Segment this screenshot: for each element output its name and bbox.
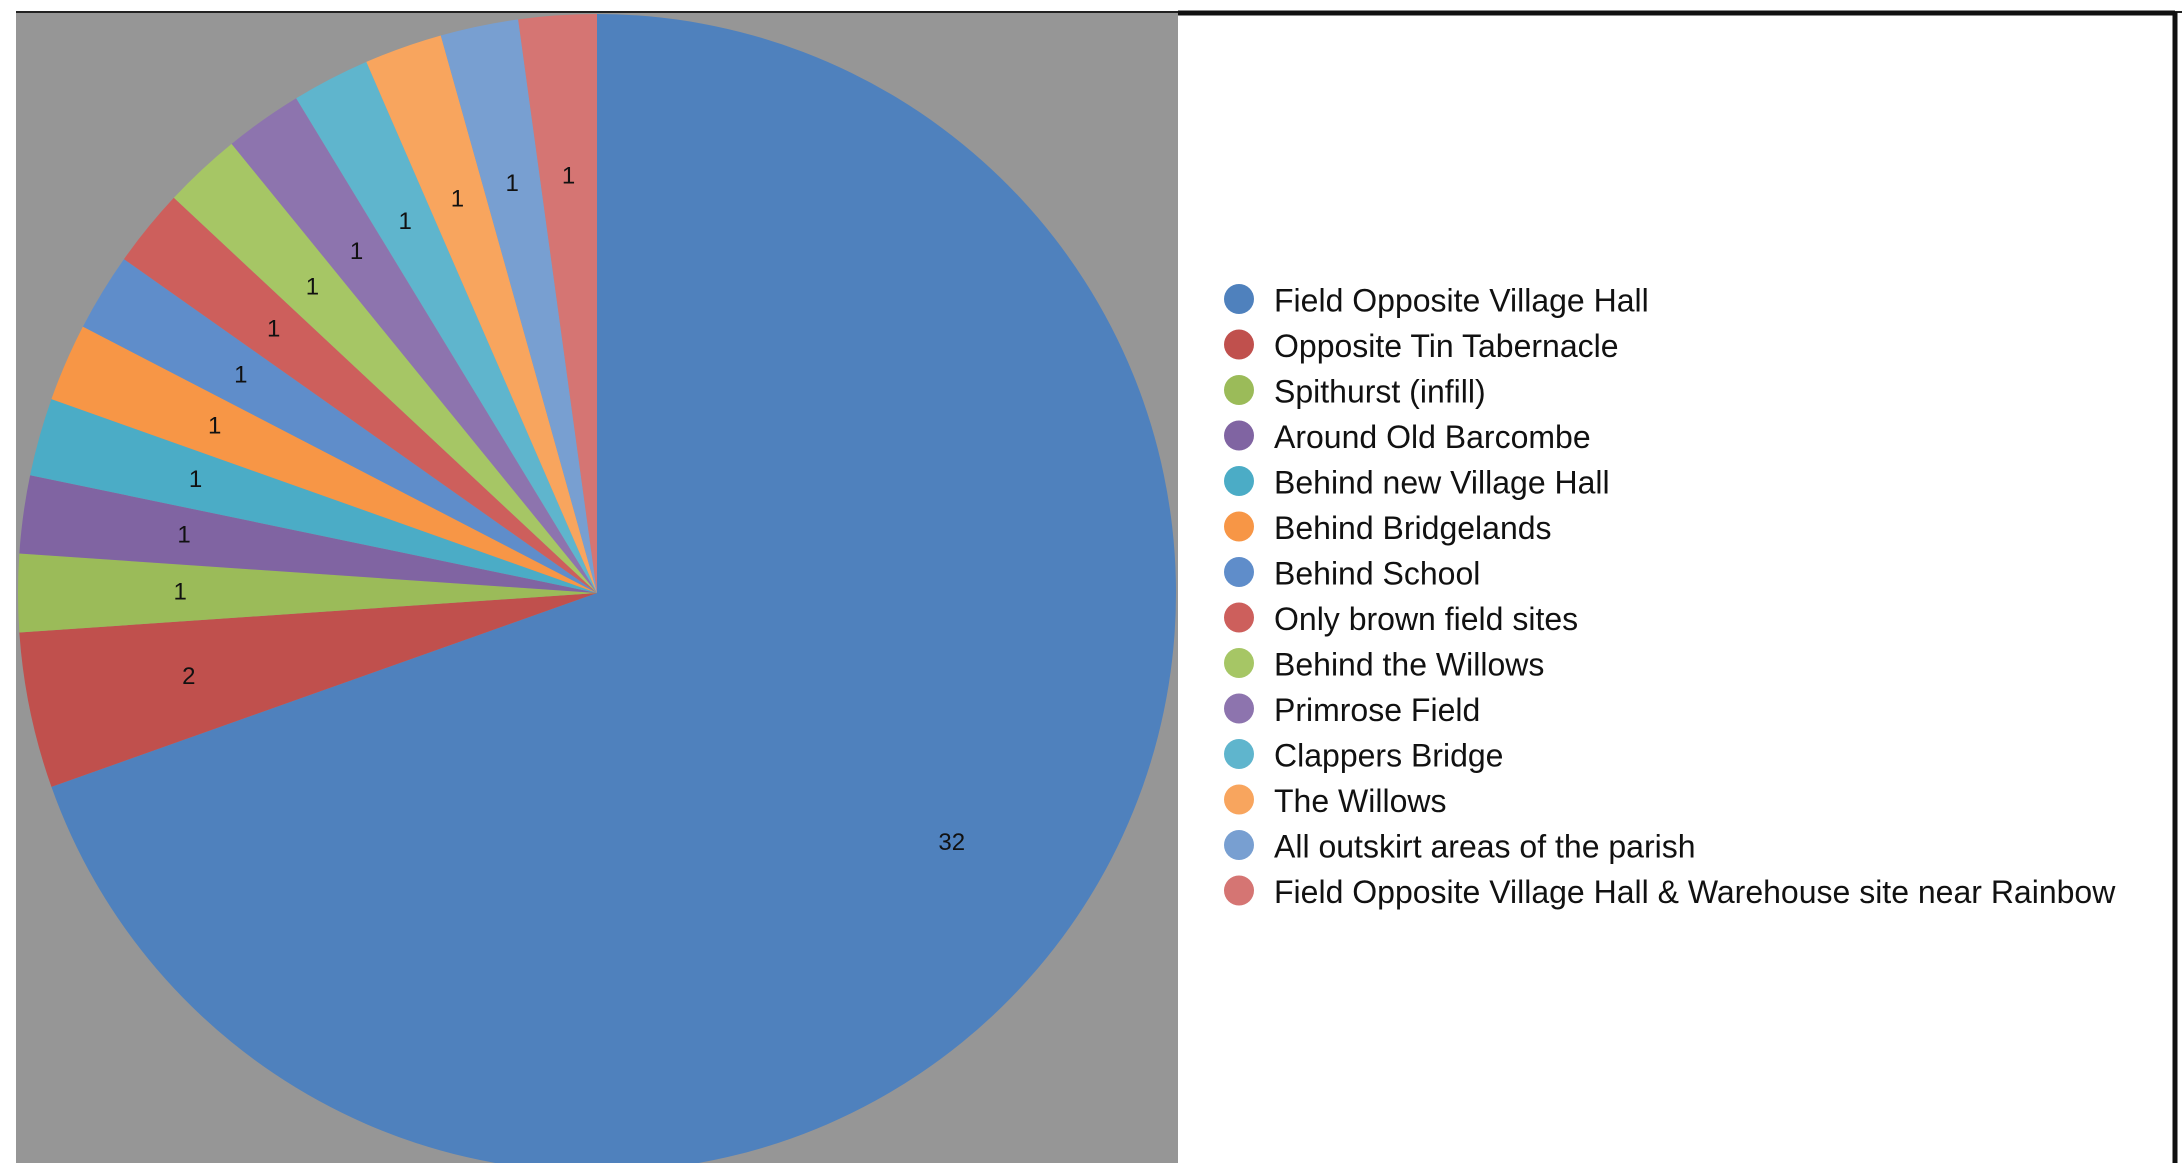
legend-entry-label: Clappers Bridge	[1274, 737, 1503, 773]
pie-slices	[18, 14, 1176, 1163]
legend-swatch	[1224, 557, 1254, 587]
pie-slice	[19, 593, 597, 787]
legend-entry-label: The Willows	[1274, 783, 1446, 819]
pie-slice	[231, 98, 597, 593]
pie-slice	[51, 14, 1176, 1163]
slice-value-label: 1	[208, 412, 221, 439]
legend-entry-label: Around Old Barcombe	[1274, 419, 1591, 455]
pie-slice	[366, 35, 597, 594]
pie-slice	[173, 143, 597, 593]
slice-value-label: 1	[173, 578, 186, 605]
legend-swatch	[1224, 375, 1254, 405]
slice-value-label: 1	[451, 186, 464, 213]
legend-entry-label: Spithurst (infill)	[1274, 373, 1486, 409]
slice-value-label: 1	[177, 522, 190, 549]
slice-value-label: 1	[189, 466, 202, 493]
pie-slice	[518, 14, 597, 593]
pie-slice	[18, 553, 597, 633]
slice-value-label: 1	[267, 315, 280, 342]
legend-swatch	[1224, 739, 1254, 769]
pie-slice	[51, 326, 598, 593]
legend-entry-label: Primrose Field	[1274, 692, 1480, 728]
pie-slice	[123, 197, 598, 593]
pie-slice	[19, 475, 597, 593]
slice-value-label: 1	[399, 208, 412, 235]
legend: Field Opposite Village Hall Opposite Tin …	[1224, 282, 2116, 910]
legend-entry-label: Opposite Tin Tabernacle	[1274, 328, 1619, 364]
legend-swatch	[1224, 875, 1254, 906]
slice-value-label: 1	[306, 274, 319, 301]
legend-swatch	[1224, 784, 1254, 815]
slice-value-label: 1	[350, 238, 363, 265]
legend-swatch	[1224, 420, 1254, 451]
legend-swatch	[1224, 466, 1254, 496]
legend-swatch	[1224, 693, 1254, 724]
legend-entry-label: Field Opposite Village Hall	[1274, 282, 1649, 318]
pie-slice	[30, 399, 598, 593]
legend-entry-label: Field Opposite Village Hall & Warehouse …	[1274, 874, 2116, 910]
legend-swatch	[1224, 511, 1254, 542]
legend-entry-label: Behind the Willows	[1274, 646, 1544, 682]
legend-entry-label: Behind Bridgelands	[1274, 510, 1552, 546]
legend-entry-label: Behind School	[1274, 555, 1480, 591]
legend-swatch	[1224, 648, 1254, 678]
slice-value-label: 1	[562, 162, 575, 189]
pie-slice	[82, 259, 598, 593]
legend-swatch	[1224, 329, 1254, 360]
slice-value-label: 1	[234, 362, 247, 389]
slice-value-label: 2	[182, 663, 195, 690]
legend-entry-label: Only brown field sites	[1274, 601, 1578, 637]
legend-entry-label: Behind new Village Hall	[1274, 464, 1610, 500]
legend-swatch	[1224, 602, 1254, 633]
slice-value-label: 1	[506, 170, 519, 197]
pie-slice	[296, 61, 597, 594]
pie-slice	[440, 19, 597, 594]
legend-swatch	[1224, 830, 1254, 860]
slice-value-label: 32	[938, 829, 965, 856]
legend-entry-label: All outskirt areas of the parish	[1274, 828, 1696, 864]
legend-swatch	[1224, 284, 1254, 314]
